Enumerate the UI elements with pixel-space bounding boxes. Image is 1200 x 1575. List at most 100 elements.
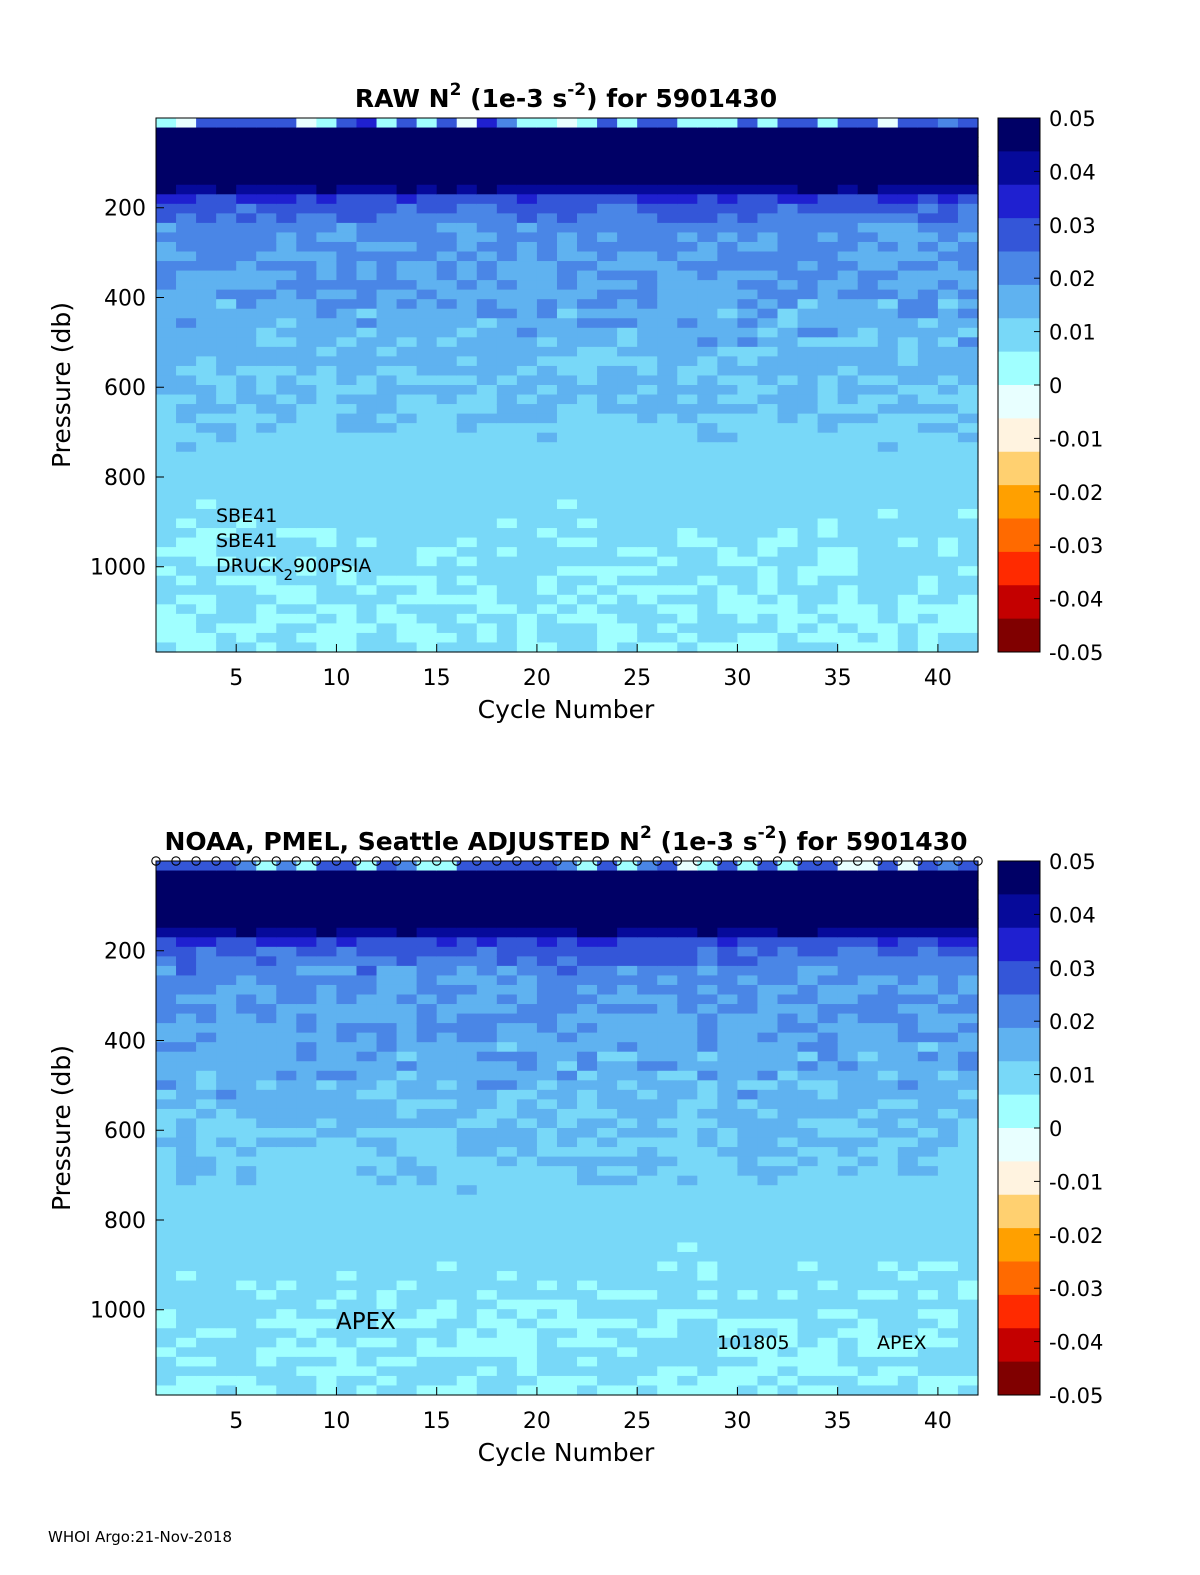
- heatmap-cell: [697, 1023, 718, 1034]
- heatmap-cell: [857, 299, 879, 310]
- heatmap-cell: [717, 470, 739, 481]
- heatmap-cell: [296, 1013, 317, 1024]
- heatmap-cell: [556, 251, 578, 262]
- heatmap-cell: [777, 423, 799, 434]
- heatmap-cell: [376, 1328, 398, 1339]
- heatmap-cell: [316, 261, 338, 272]
- heatmap-cell: [336, 404, 358, 415]
- heatmap-cell: [937, 375, 959, 386]
- heatmap-cell: [456, 1137, 478, 1148]
- heatmap-cell: [356, 518, 378, 529]
- heatmap-cell: [396, 946, 418, 957]
- heatmap-cell: [476, 1375, 498, 1387]
- heatmap-cell: [937, 566, 959, 577]
- heatmap-cell: [156, 137, 177, 148]
- heatmap-cell: [617, 1242, 638, 1253]
- heatmap-cell: [496, 308, 518, 319]
- heatmap-cell: [857, 889, 879, 900]
- heatmap-cell: [496, 1156, 518, 1167]
- heatmap-cell: [717, 194, 739, 205]
- heatmap-cell: [857, 1099, 879, 1110]
- heatmap-cell: [536, 1175, 558, 1186]
- heatmap-cell: [797, 356, 819, 367]
- heatmap-cell: [156, 994, 177, 1005]
- heatmap-cell: [757, 1185, 779, 1196]
- heatmap-cell: [196, 156, 217, 167]
- heatmap-cell: [657, 203, 678, 214]
- heatmap-cell: [316, 1099, 338, 1110]
- heatmap-cell: [216, 1051, 237, 1062]
- heatmap-cell: [276, 1108, 297, 1120]
- heatmap-cell: [917, 1137, 939, 1148]
- heatmap-cell: [456, 337, 478, 348]
- x-axis-label-adjusted: Cycle Number: [478, 1438, 655, 1467]
- heatmap-cell: [597, 127, 618, 138]
- heatmap-cell: [496, 1347, 518, 1358]
- heatmap-cell: [256, 1213, 277, 1224]
- heatmap-cell: [276, 299, 297, 310]
- heatmap-cell: [156, 1347, 177, 1358]
- heatmap-cell: [416, 585, 438, 596]
- heatmap-cell: [556, 889, 578, 900]
- heatmap-cell: [937, 213, 959, 224]
- heatmap-cell: [957, 1232, 979, 1244]
- surface-marker: [732, 856, 743, 866]
- heatmap-cell: [416, 1290, 438, 1301]
- heatmap-cell: [236, 1318, 257, 1329]
- heatmap-cell: [536, 480, 558, 491]
- heatmap-cell: [577, 1089, 598, 1100]
- heatmap-cell: [516, 451, 538, 462]
- heatmap-cell: [176, 594, 197, 605]
- heatmap-cell: [176, 632, 197, 644]
- heatmap-cell: [737, 518, 759, 529]
- heatmap-cell: [196, 623, 217, 634]
- heatmap-cell: [717, 156, 739, 167]
- heatmap-cell: [536, 299, 558, 310]
- heatmap-cell: [957, 308, 979, 319]
- heatmap-cell: [757, 194, 779, 205]
- heatmap-cell: [516, 1099, 538, 1110]
- heatmap-cell: [356, 1318, 378, 1329]
- heatmap-cell: [637, 1356, 658, 1367]
- heatmap-cell: [637, 1137, 658, 1148]
- heatmap-cell: [657, 346, 678, 357]
- heatmap-cell: [236, 432, 257, 443]
- heatmap-cell: [156, 1156, 177, 1167]
- heatmap-cell: [236, 489, 257, 501]
- heatmap-cell: [356, 1185, 378, 1196]
- heatmap-cell: [797, 880, 819, 891]
- heatmap-cell: [516, 346, 538, 357]
- heatmap-cell: [597, 442, 618, 453]
- heatmap-cell: [496, 394, 518, 405]
- heatmap-cell: [917, 499, 939, 510]
- heatmap-cell: [777, 547, 799, 558]
- heatmap-cell: [236, 137, 257, 148]
- heatmap-cell: [917, 232, 939, 243]
- heatmap-cell: [256, 413, 277, 424]
- heatmap-cell: [536, 613, 558, 624]
- heatmap-cell: [797, 146, 819, 157]
- heatmap-cell: [917, 889, 939, 900]
- heatmap-cell: [777, 1299, 799, 1310]
- heatmap-cell: [857, 413, 879, 424]
- heatmap-cell: [356, 299, 378, 310]
- heatmap-cell: [496, 528, 518, 539]
- heatmap-cell: [416, 528, 438, 539]
- heatmap-cell: [937, 518, 959, 529]
- heatmap-cell: [937, 623, 959, 634]
- heatmap-cell: [937, 156, 959, 167]
- heatmap-cell: [617, 547, 638, 558]
- heatmap-cell: [697, 1080, 718, 1091]
- heatmap-cell: [456, 1194, 478, 1205]
- heatmap-cell: [336, 518, 358, 529]
- heatmap-cell: [697, 566, 718, 577]
- heatmap-cell: [597, 499, 618, 510]
- heatmap-cell: [817, 203, 839, 214]
- heatmap-cell: [416, 1032, 438, 1043]
- heatmap-cell: [877, 127, 899, 138]
- heatmap-cell: [757, 137, 779, 148]
- heatmap-cell: [797, 1232, 819, 1244]
- heatmap-cell: [156, 203, 177, 214]
- heatmap-cell: [216, 508, 237, 520]
- heatmap-cell: [837, 918, 859, 929]
